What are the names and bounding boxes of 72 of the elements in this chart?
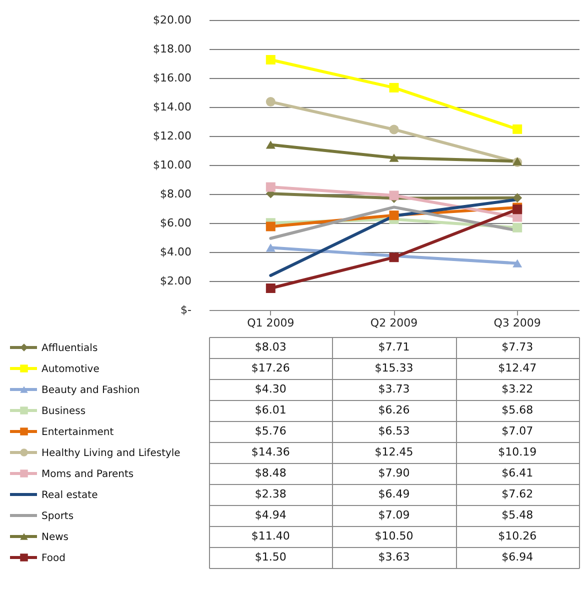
data-label: $11.40 [251, 530, 290, 542]
data-label: $14.36 [251, 446, 290, 458]
data-label: $5.76 [254, 424, 286, 438]
data-label: $10.26 [498, 530, 537, 542]
y-tick-label: $4.00 [160, 246, 192, 258]
point [266, 182, 276, 192]
y-tick-label: $12.00 [153, 130, 192, 142]
y-tick-label: $8.00 [160, 188, 192, 200]
y-tick-label: $14.00 [153, 100, 192, 114]
data-label: $6.41 [502, 466, 534, 480]
legend-label: News [42, 532, 69, 543]
data-label: $8.48 [254, 466, 286, 480]
point [266, 222, 276, 232]
data-label: $1.50 [254, 550, 286, 564]
legend-label: Healthy Living and Lifestyle [42, 448, 180, 459]
legend-label: Food [42, 553, 66, 564]
legend-label: Moms and Parents [42, 469, 134, 480]
data-label: $10.19 [498, 446, 537, 458]
data-label: $6.26 [378, 404, 410, 416]
data-label: $3.73 [378, 382, 410, 396]
data-label: $10.50 [374, 530, 414, 542]
y-tick-label: $18.00 [153, 42, 192, 56]
data-label: $8.03 [254, 340, 286, 354]
data-label: $6.94 [502, 550, 534, 564]
data-label: $7.09 [378, 508, 410, 522]
y-tick-label: $20.00 [153, 14, 192, 26]
data-label: $6.01 [254, 404, 286, 416]
legend-label: Business [42, 406, 86, 417]
data-label: $7.90 [378, 466, 410, 480]
y-tick-label: $2.00 [160, 274, 192, 288]
data-label: $5.48 [502, 508, 534, 522]
x-tick-label: Q3 2009 [494, 316, 541, 330]
y-tick-label: $10.00 [153, 158, 192, 172]
point [266, 97, 276, 107]
data-label: $12.45 [374, 446, 414, 458]
point [389, 124, 399, 134]
data-label: $4.30 [254, 382, 286, 396]
data-label: $5.68 [502, 404, 534, 416]
x-tick-label: Q2 2009 [370, 316, 418, 330]
y-tick-label: $16.00 [153, 72, 192, 84]
point [266, 54, 276, 64]
y-tick-label: $- [180, 304, 192, 316]
x-tick-label: Q1 2009 [247, 316, 294, 330]
data-label: $6.53 [378, 424, 410, 438]
point [389, 82, 399, 92]
point [266, 284, 276, 293]
data-label: $3.22 [502, 382, 534, 396]
point [266, 140, 276, 149]
point [389, 190, 399, 200]
point [512, 124, 522, 134]
data-label: $3.63 [378, 550, 410, 564]
y-tick-label: $6.00 [160, 216, 192, 230]
data-label: $7.62 [502, 488, 534, 500]
legend-label: Beauty and Fashion [42, 385, 140, 396]
legend-label: Affluentials [42, 343, 98, 354]
legend-label: Real estate [42, 490, 98, 501]
legend-label: Automotive [42, 364, 100, 375]
point [512, 193, 522, 203]
point [389, 210, 399, 220]
data-label: $15.33 [374, 362, 414, 374]
legend-label: Sports [42, 511, 74, 522]
data-label: $7.73 [502, 340, 534, 354]
data-label: $7.07 [502, 424, 534, 438]
data-label: $4.94 [254, 508, 286, 522]
point [389, 154, 399, 162]
data-label: $7.71 [378, 340, 410, 354]
legend-label: Entertainment [42, 427, 114, 438]
data-label: $2.38 [254, 488, 286, 500]
data-label: $6.49 [378, 488, 410, 500]
data-label: $12.47 [498, 362, 537, 374]
data-label: $17.26 [251, 362, 290, 374]
point [512, 222, 522, 232]
